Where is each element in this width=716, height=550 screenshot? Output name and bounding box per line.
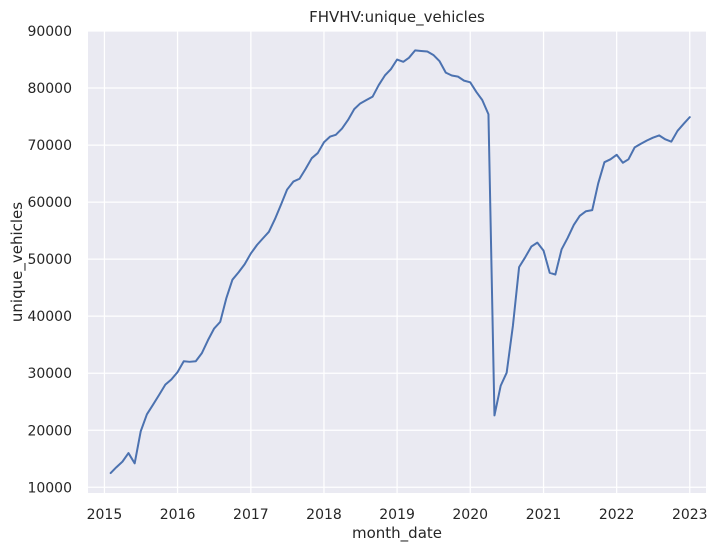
series-line <box>109 49 691 475</box>
y-axis-label: unique_vehicles <box>8 202 27 322</box>
y-tick-label: 40000 <box>27 309 72 325</box>
y-tick-label: 20000 <box>27 423 72 439</box>
x-tick-label: 2016 <box>160 507 196 523</box>
x-tick-label: 2023 <box>672 507 708 523</box>
chart-title: FHVHV:unique_vehicles <box>309 8 485 27</box>
x-tick-label: 2021 <box>526 507 562 523</box>
y-gridlines <box>88 30 706 488</box>
y-tick-label: 10000 <box>27 480 72 496</box>
x-tick-label: 2015 <box>87 507 123 523</box>
y-tick-label: 90000 <box>27 24 72 40</box>
y-tick-label: 70000 <box>27 138 72 154</box>
y-tick-label: 50000 <box>27 252 72 268</box>
x-tick-label: 2017 <box>233 507 269 523</box>
x-gridlines <box>103 31 691 493</box>
y-tick-labels: 10000 20000 30000 40000 50000 60000 70000 80000… <box>27 24 72 496</box>
y-tick-label: 80000 <box>27 81 72 97</box>
x-axis-label: month_date <box>352 524 442 543</box>
x-tick-labels: 2015 2016 2017 2018 2019 2020 2021 2022 2023 <box>87 507 708 523</box>
x-tick-label: 2022 <box>599 507 635 523</box>
x-tick-label: 2019 <box>379 507 415 523</box>
y-tick-label: 60000 <box>27 195 72 211</box>
y-tick-label: 30000 <box>27 366 72 382</box>
x-tick-label: 2020 <box>452 507 488 523</box>
x-tick-label: 2018 <box>306 507 342 523</box>
series-layer <box>109 49 691 475</box>
